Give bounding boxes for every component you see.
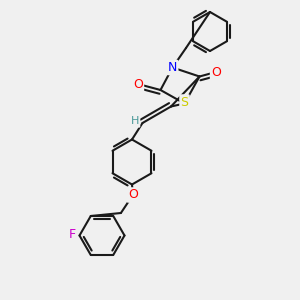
Text: O: O [133,77,143,91]
Text: O: O [211,65,221,79]
Text: N: N [168,61,177,74]
Text: O: O [128,188,138,202]
Text: F: F [68,227,76,241]
Text: S: S [181,95,188,109]
Text: H: H [131,116,139,127]
